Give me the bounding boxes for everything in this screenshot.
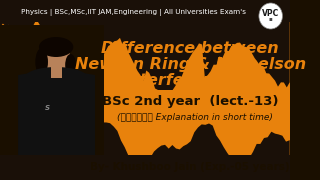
Text: (शानदार Explanation in short time): (शानदार Explanation in short time) (117, 112, 273, 122)
Ellipse shape (65, 54, 76, 76)
Polygon shape (0, 122, 290, 180)
Text: S: S (44, 105, 50, 111)
Bar (51, 62, 61, 78)
Text: By- Khushboo Jain (Exp.-05 years): By- Khushboo Jain (Exp.-05 years) (90, 162, 290, 172)
Ellipse shape (24, 67, 88, 89)
Ellipse shape (41, 44, 71, 80)
Text: ▪: ▪ (269, 17, 273, 21)
Polygon shape (0, 0, 290, 90)
Text: Physics | BSc,MSc,IIT JAM,Engineering | All Universities Exam's: Physics | BSc,MSc,IIT JAM,Engineering | … (21, 8, 246, 15)
Ellipse shape (39, 37, 73, 57)
Text: VPC: VPC (262, 8, 279, 17)
Bar (0, 25, 104, 155)
Text: Newton Ring & Michelson: Newton Ring & Michelson (75, 57, 306, 71)
Polygon shape (18, 72, 95, 155)
Bar (0, 20, 290, 155)
Text: Difference between: Difference between (101, 40, 279, 55)
Text: Interferometer: Interferometer (123, 73, 257, 87)
Circle shape (259, 3, 283, 29)
Bar (0, 155, 290, 180)
Ellipse shape (35, 48, 48, 76)
Text: BSc 2nd year  (lect.-13): BSc 2nd year (lect.-13) (102, 94, 278, 107)
Bar (0, 0, 290, 22)
